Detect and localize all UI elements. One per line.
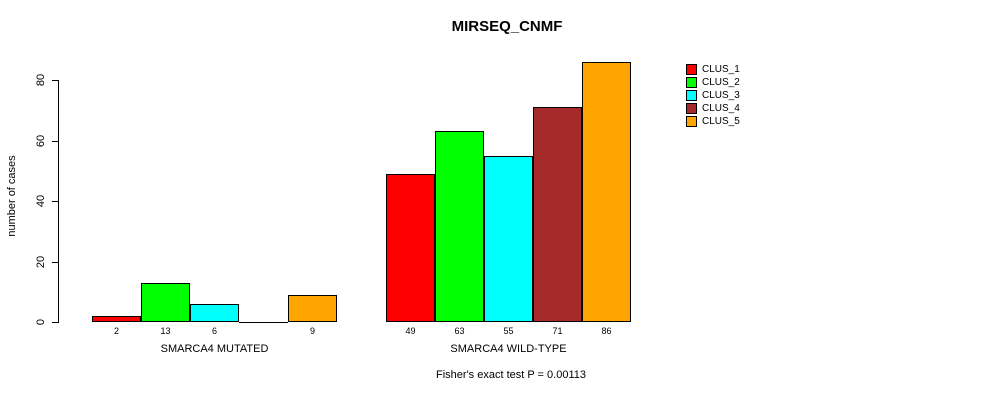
- fisher-test-annotation: Fisher's exact test P = 0.00113: [436, 369, 586, 381]
- legend-label: CLUS_2: [702, 77, 740, 88]
- legend-label: CLUS_1: [702, 64, 740, 75]
- legend-swatch-clus_3: [686, 90, 697, 101]
- y-axis-tick-label: 80: [35, 73, 47, 87]
- y-axis-tick: [52, 261, 58, 263]
- y-axis-tick-label: 60: [35, 134, 47, 147]
- y-axis-tick-label: 0: [35, 318, 47, 326]
- bar-clus_4-group1-zero: [239, 322, 288, 323]
- legend-item-clus_2: CLUS_2: [686, 76, 740, 89]
- bar-clus_5-group2: [582, 62, 631, 322]
- bar-clus_2-group1: [141, 283, 190, 322]
- y-axis-tick-label: 20: [35, 255, 47, 268]
- bar-value-label: 13: [160, 326, 171, 336]
- legend-item-clus_3: CLUS_3: [686, 89, 740, 102]
- y-axis-tick: [52, 140, 58, 142]
- legend-label: CLUS_5: [702, 116, 740, 127]
- bar-value-label: 86: [601, 326, 612, 336]
- bar-clus_3-group2: [484, 156, 533, 322]
- y-axis-line: [58, 80, 59, 323]
- bar-clus_1-group2: [386, 174, 435, 322]
- bar-clus_3-group1: [190, 304, 239, 322]
- bar-clus_5-group1: [288, 295, 337, 322]
- bar-value-label: 9: [309, 326, 316, 336]
- y-axis-tick: [52, 201, 58, 202]
- bar-value-label: 55: [503, 326, 514, 336]
- bar-value-label: 71: [552, 326, 563, 336]
- legend-label: CLUS_3: [702, 90, 740, 101]
- bar-clus_2-group2: [435, 131, 484, 322]
- legend-swatch-clus_2: [686, 77, 697, 88]
- legend-item-clus_1: CLUS_1: [686, 63, 740, 76]
- bar-value-label: 63: [454, 326, 465, 336]
- legend-label: CLUS_4: [702, 103, 740, 114]
- legend-item-clus_4: CLUS_4: [686, 102, 740, 115]
- legend: CLUS_1 CLUS_2 CLUS_3 CLUS_4 CLUS_5: [686, 63, 740, 128]
- bar-value-label: 2: [113, 326, 120, 336]
- legend-swatch-clus_1: [686, 64, 697, 75]
- legend-swatch-clus_5: [686, 116, 697, 127]
- bar-clus_4-group2: [533, 107, 582, 322]
- y-axis-tick-label: 40: [35, 194, 47, 208]
- category-label-2: SMARCA4 WILD-TYPE: [450, 343, 567, 355]
- bar-value-label: 6: [211, 326, 218, 336]
- category-label-1: SMARCA4 MUTATED: [160, 343, 269, 355]
- legend-item-clus_5: CLUS_5: [686, 115, 740, 128]
- bar-value-label: 49: [405, 326, 416, 336]
- legend-swatch-clus_4: [686, 103, 697, 114]
- chart-title: MIRSEQ_CNMF: [451, 18, 563, 35]
- y-axis-tick: [52, 322, 58, 323]
- y-axis-tick: [52, 80, 58, 81]
- bar-clus_1-group1: [92, 316, 141, 322]
